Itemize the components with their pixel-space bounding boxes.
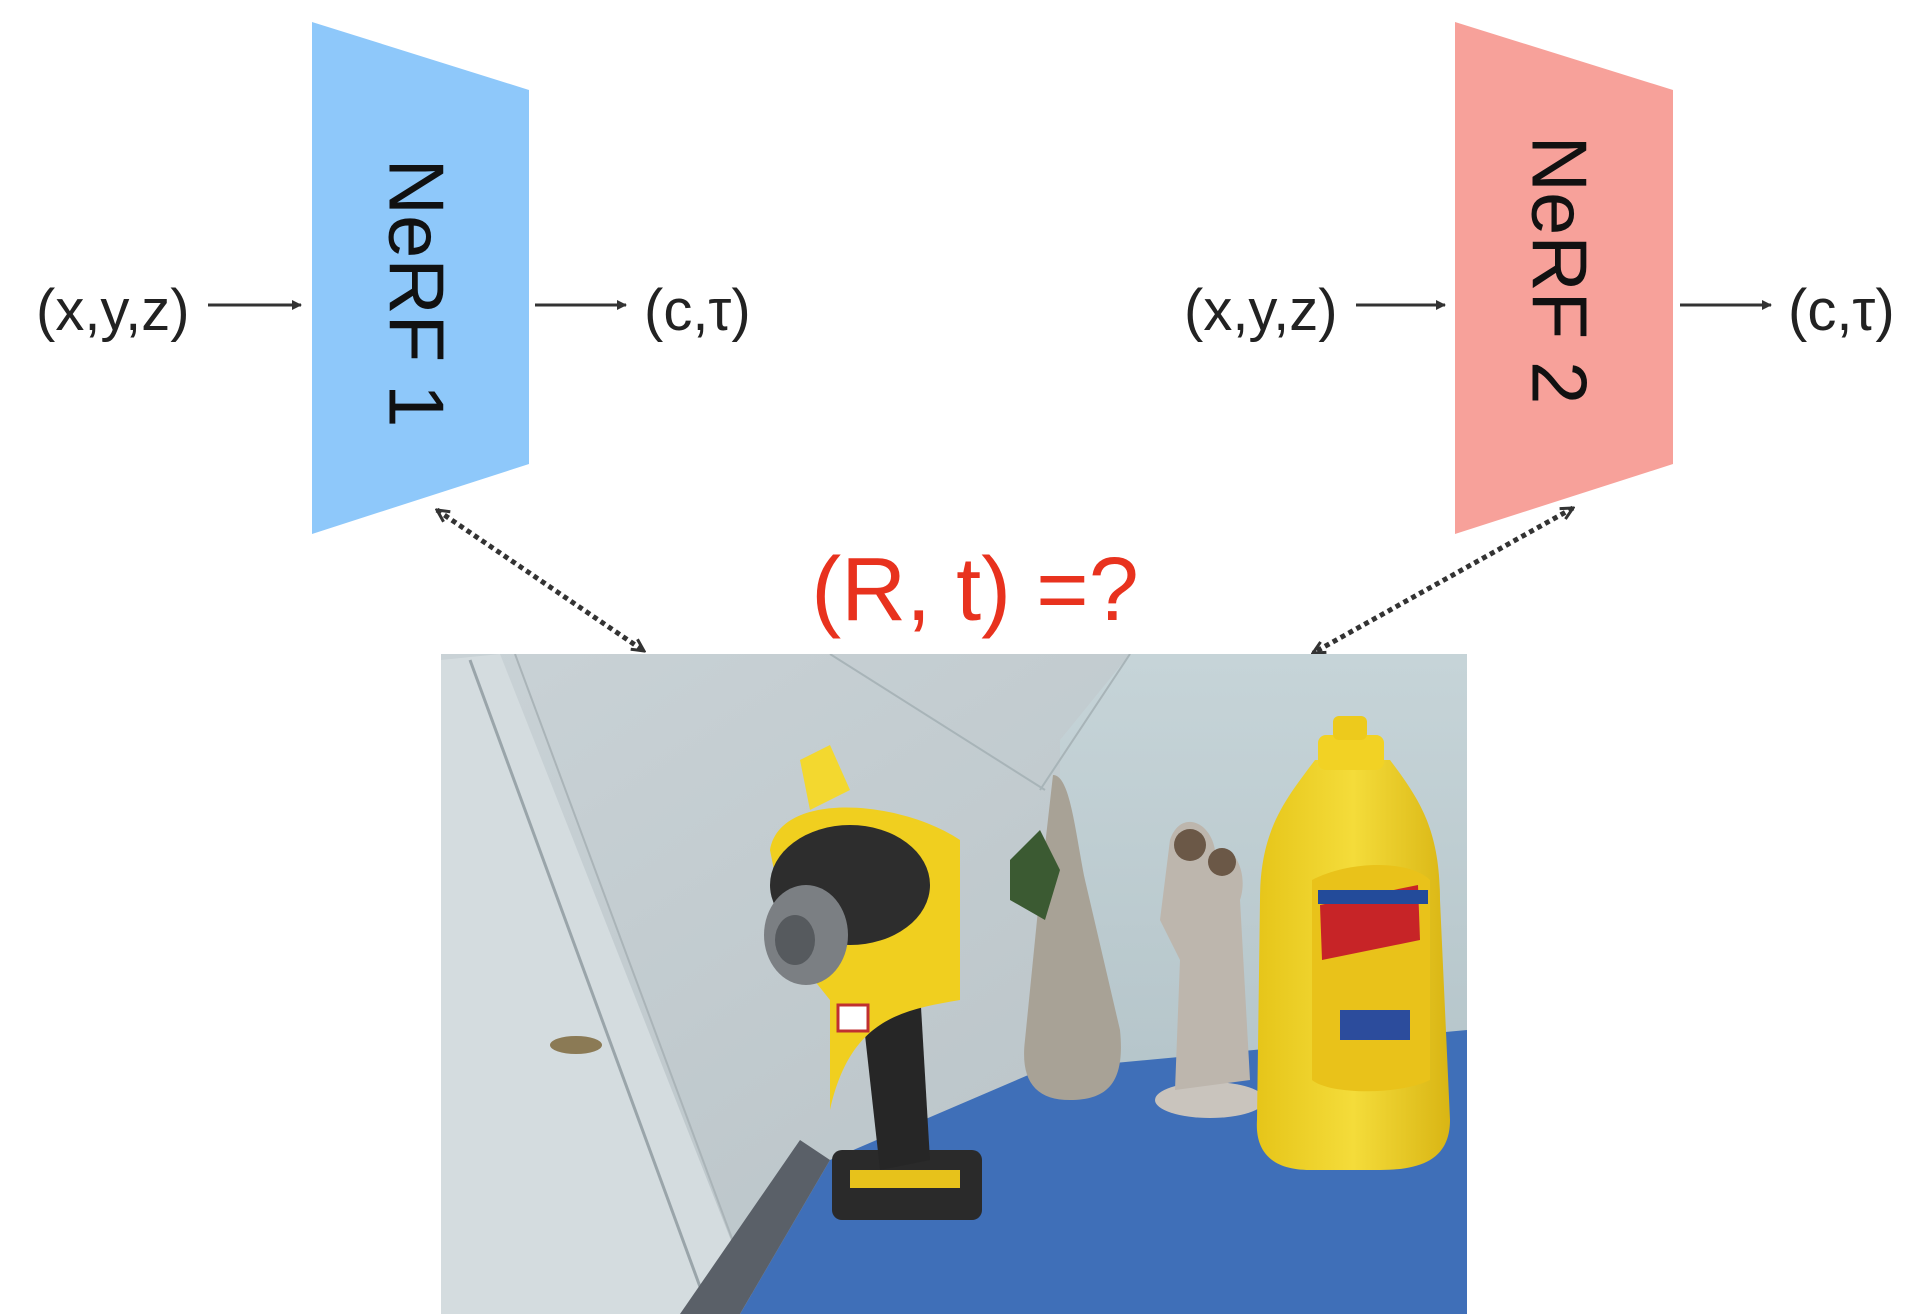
mustard-bottom-blue <box>1340 1010 1410 1040</box>
drill-top-yellow <box>800 745 850 810</box>
mustard-logo-blue <box>1318 890 1428 904</box>
mustard-cap <box>1318 735 1384 770</box>
nerf-1-module: NeRF 1 <box>312 22 529 534</box>
nerf-1-input-label: (x,y,z) <box>36 278 190 343</box>
wall-diagonal-line <box>829 654 1046 791</box>
figurine-head-2 <box>1208 848 1236 876</box>
nerf-2-input-label: (x,y,z) <box>1184 278 1338 343</box>
door-handle <box>550 1036 602 1054</box>
gnome-leaves <box>1010 830 1060 920</box>
nerf-2-trapezoid <box>1455 22 1673 534</box>
mustard-nozzle <box>1333 716 1367 740</box>
wall-corner-line <box>1039 654 1131 791</box>
nerf-2-label: NeRF 2 <box>1515 136 1603 405</box>
figurine-head-1 <box>1174 829 1206 861</box>
scene-photo <box>441 654 1467 1314</box>
door-edge-line-2 <box>514 654 761 1314</box>
nerf-1-label: NeRF 1 <box>372 159 460 428</box>
nerf-2-to-photo-link <box>1313 505 1573 656</box>
nerf-2-module: NeRF 2 <box>1455 22 1673 534</box>
drill-sticker <box>836 1003 870 1033</box>
door-edge-line <box>468 659 712 1314</box>
nerf-1-output-label: (c,τ) <box>644 278 751 343</box>
table-edge <box>680 1140 830 1314</box>
drill-handle <box>860 990 930 1170</box>
nerf-1-to-photo-link <box>437 507 644 654</box>
pose-question: (R, t) =? <box>811 540 1139 640</box>
nerf-2-output-label: (c,τ) <box>1788 278 1895 343</box>
drill-chuck-face <box>775 915 815 965</box>
drill-battery-stripe <box>850 1170 960 1188</box>
nerf-1-trapezoid <box>312 22 529 534</box>
door-panel <box>441 654 760 1314</box>
couple-figurine <box>1160 821 1250 1090</box>
figurine-base <box>1155 1082 1265 1118</box>
